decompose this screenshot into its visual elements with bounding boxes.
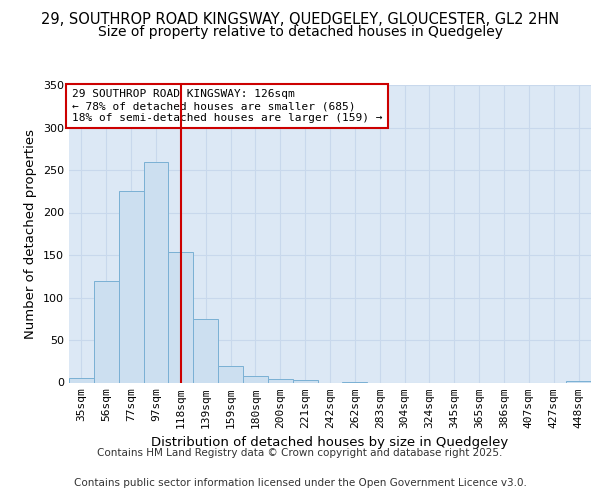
Bar [94, 280, 119, 382]
Bar [119, 191, 143, 382]
Bar [268, 379, 293, 382]
Bar [143, 162, 169, 382]
Bar [243, 376, 268, 382]
Text: 29, SOUTHROP ROAD KINGSWAY, QUEDGELEY, GLOUCESTER, GL2 2HN: 29, SOUTHROP ROAD KINGSWAY, QUEDGELEY, G… [41, 12, 559, 28]
X-axis label: Distribution of detached houses by size in Quedgeley: Distribution of detached houses by size … [151, 436, 509, 449]
Bar [566, 381, 591, 382]
Bar [293, 380, 317, 382]
Text: Contains HM Land Registry data © Crown copyright and database right 2025.: Contains HM Land Registry data © Crown c… [97, 448, 503, 458]
Text: Contains public sector information licensed under the Open Government Licence v3: Contains public sector information licen… [74, 478, 526, 488]
Bar [218, 366, 243, 382]
Bar [193, 319, 218, 382]
Bar [69, 378, 94, 382]
Text: Size of property relative to detached houses in Quedgeley: Size of property relative to detached ho… [97, 25, 503, 39]
Bar [169, 252, 193, 382]
Text: 29 SOUTHROP ROAD KINGSWAY: 126sqm
← 78% of detached houses are smaller (685)
18%: 29 SOUTHROP ROAD KINGSWAY: 126sqm ← 78% … [71, 90, 382, 122]
Y-axis label: Number of detached properties: Number of detached properties [25, 128, 37, 339]
